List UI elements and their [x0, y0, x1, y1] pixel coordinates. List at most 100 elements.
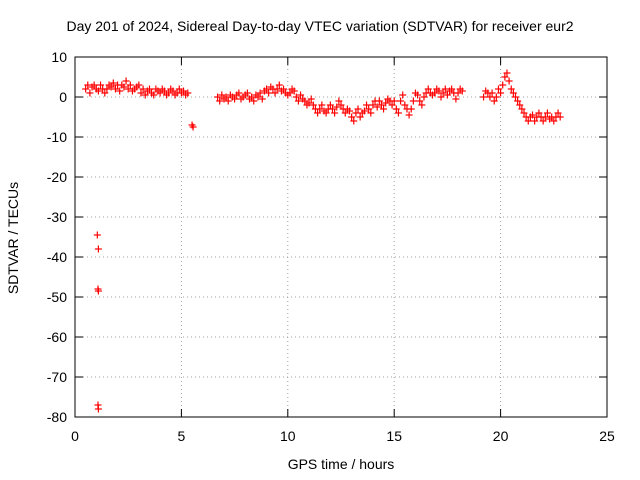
data-point — [377, 101, 385, 109]
data-point — [541, 113, 549, 121]
data-point — [448, 85, 456, 93]
data-point — [367, 109, 375, 117]
data-point — [529, 111, 537, 119]
data-point — [420, 93, 428, 101]
data-point — [524, 117, 532, 125]
data-point — [507, 85, 515, 93]
data-point — [352, 109, 360, 117]
data-point — [373, 103, 381, 111]
data-point — [380, 105, 388, 113]
data-point — [492, 93, 500, 101]
data-point — [416, 97, 424, 105]
data-point — [382, 99, 390, 107]
data-point — [346, 107, 354, 115]
data-point — [503, 69, 511, 77]
data-point — [156, 89, 164, 97]
data-point — [335, 97, 343, 105]
data-point — [369, 101, 377, 109]
data-point — [93, 231, 101, 239]
data-point — [414, 91, 422, 99]
data-point — [137, 89, 145, 97]
data-point — [409, 97, 417, 105]
data-point — [265, 89, 273, 97]
y-tick-label: -30 — [47, 209, 67, 225]
data-point — [499, 81, 507, 89]
data-point — [556, 113, 564, 121]
data-point — [394, 109, 402, 117]
data-point — [94, 245, 102, 253]
data-point — [280, 85, 288, 93]
data-point — [516, 101, 524, 109]
data-point — [258, 95, 266, 103]
x-tick-label: 15 — [386, 428, 402, 444]
data-point — [286, 89, 294, 97]
y-tick-label: -60 — [47, 329, 67, 345]
x-tick-label: 25 — [599, 428, 615, 444]
y-tick-label: 10 — [51, 49, 67, 65]
data-point — [97, 81, 105, 89]
data-point — [501, 73, 509, 81]
data-point — [124, 85, 132, 93]
x-tick-label: 0 — [71, 428, 79, 444]
data-point — [392, 105, 400, 113]
data-point — [356, 113, 364, 121]
data-point — [222, 93, 230, 101]
data-point — [405, 111, 413, 119]
data-point — [328, 105, 336, 113]
data-point — [218, 91, 226, 99]
data-point — [554, 109, 562, 117]
y-tick-label: -10 — [47, 129, 67, 145]
data-point — [322, 109, 330, 117]
data-point — [169, 87, 177, 95]
data-point — [480, 93, 488, 101]
data-point — [101, 89, 109, 97]
data-point — [543, 109, 551, 117]
data-point — [305, 99, 313, 107]
x-axis-label: GPS time / hours — [287, 456, 395, 472]
data-point — [452, 95, 460, 103]
data-point — [437, 93, 445, 101]
data-point — [401, 101, 409, 109]
data-point — [216, 97, 224, 105]
data-point — [250, 97, 258, 105]
data-point — [520, 109, 528, 117]
y-tick-label: -80 — [47, 409, 67, 425]
data-point — [189, 123, 197, 131]
data-point — [160, 87, 168, 95]
data-point — [94, 287, 102, 295]
y-tick-label: -50 — [47, 289, 67, 305]
data-point — [333, 103, 341, 111]
data-point — [375, 97, 383, 105]
tick-labels: -80 -70 -60 -50 -40 -30 -20 -10 0 10 0 5 10 15 20 25 — [47, 49, 615, 444]
data-point — [126, 81, 134, 89]
data-point — [365, 105, 373, 113]
data-point — [145, 85, 153, 93]
data-point — [539, 117, 547, 125]
data-point — [139, 85, 147, 93]
data-point — [103, 85, 111, 93]
axis-ticks — [74, 56, 608, 418]
data-point — [341, 109, 349, 117]
data-point — [273, 85, 281, 93]
data-point — [256, 89, 264, 97]
data-point — [90, 81, 98, 89]
x-tick-label: 10 — [280, 428, 296, 444]
data-point — [294, 97, 302, 105]
data-point — [184, 89, 192, 97]
data-point — [431, 89, 439, 97]
y-tick-label: -40 — [47, 249, 67, 265]
data-point — [486, 93, 494, 101]
data-point — [458, 87, 466, 95]
data-point — [360, 107, 368, 115]
data-point — [109, 79, 117, 87]
data-point — [297, 91, 305, 99]
data-point — [443, 91, 451, 99]
data-point — [135, 81, 143, 89]
data-point — [107, 83, 115, 91]
plot-frame — [74, 56, 608, 418]
data-point — [290, 87, 298, 95]
data-point — [248, 93, 256, 101]
data-point — [231, 95, 239, 103]
data-point — [550, 117, 558, 125]
